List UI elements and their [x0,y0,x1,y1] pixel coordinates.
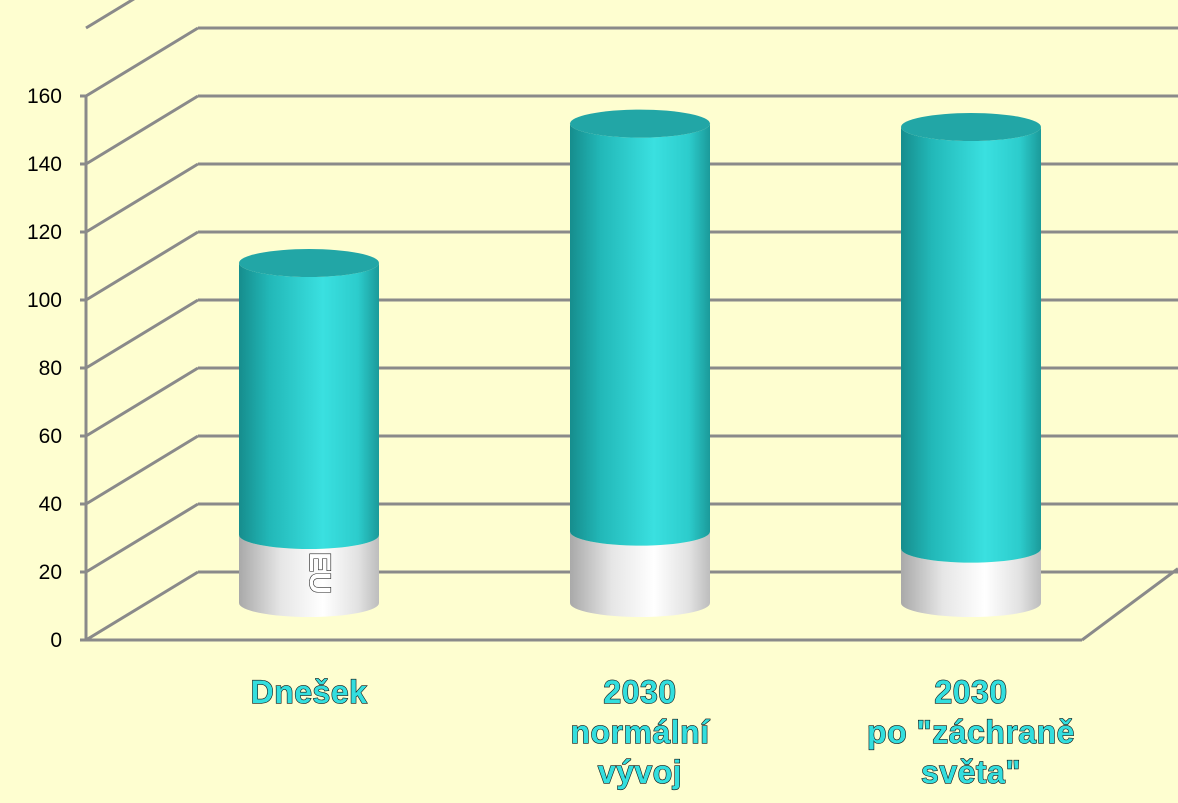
floor-side-edge [1081,567,1178,642]
cylinder-segment [570,123,710,546]
y-tick-label: 160 [27,85,62,108]
gridline-side [85,162,199,234]
cylinder-segment [901,127,1041,563]
gridline-side [85,298,199,370]
y-tick-label: 20 [39,561,62,584]
category-label-line: vývoj [598,754,682,790]
category-label-line: po "záchraně [867,714,1075,750]
cylinder-bar: EU [239,249,379,617]
gridline-side [85,570,199,642]
gridline-side [85,434,199,506]
bars: EU [239,109,1041,617]
cylinder-top [570,109,710,138]
cylinder-segment [239,263,379,549]
cylinder-top [901,113,1041,141]
cylinder-segment-eu [570,531,710,617]
category-label-line: Dnešek [251,674,368,710]
cylinder-top [239,249,379,277]
y-tick-label: 40 [39,493,62,516]
category-labels: Dnešek 2030 normální vývoj 2030 po "záchraně s… [250,673,1075,790]
gridline-side [85,94,199,166]
series-label-eu: EU [303,552,336,594]
category-label-line: světa" [921,754,1021,790]
category-label: Dnešek [250,673,368,710]
gridline-side [85,502,199,574]
cylinder-bar [570,109,710,617]
y-axis: 0 20 40 60 80 100 120 140 160 [27,85,88,652]
category-label: 2030 po "záchraně světa" [866,673,1075,790]
cylinder-segment-eu [239,535,379,617]
y-tick-label: 80 [39,357,62,380]
cylinder-segment-eu [901,548,1041,617]
gridline-side [85,230,199,302]
category-label-line: 2030 [603,674,676,710]
y-tick-label: 0 [50,629,62,652]
y-tick-label: 100 [27,289,62,312]
category-label-line: 2030 [934,674,1007,710]
category-label: 2030 normální vývoj [570,673,710,790]
gridline-side [85,0,136,30]
cylinder-bar [901,113,1041,617]
gridline-side [85,366,199,438]
category-label-line: normální [570,714,710,750]
y-tick-label: 60 [39,425,62,448]
y-tick-label: 140 [27,153,62,176]
gridline-side [85,26,199,98]
y-tick-label: 120 [27,221,62,244]
